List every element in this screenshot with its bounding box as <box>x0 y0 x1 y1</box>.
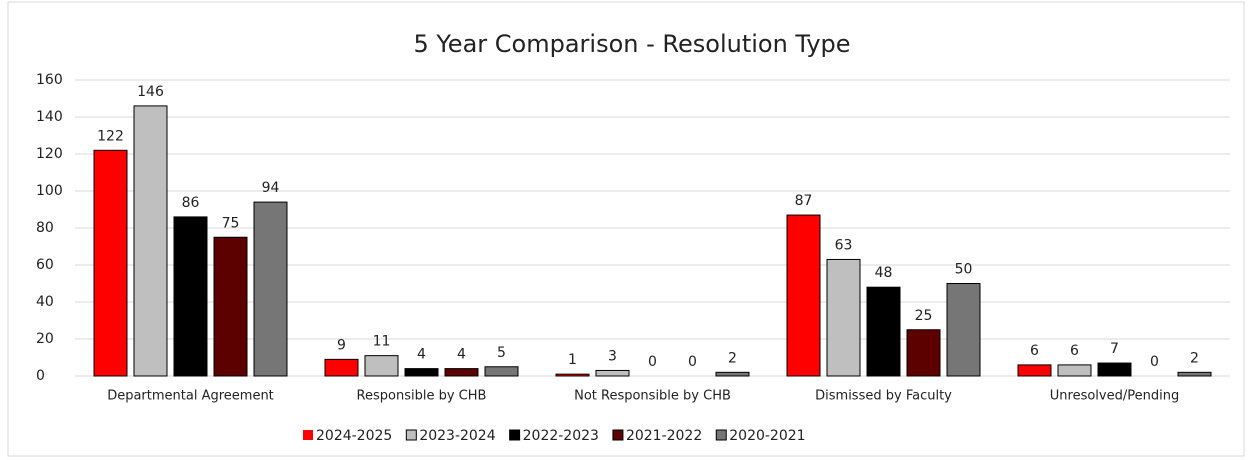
bar <box>404 368 439 377</box>
bar <box>133 105 168 377</box>
bar <box>715 371 750 377</box>
data-label: 9 <box>337 337 346 353</box>
bar <box>906 329 941 377</box>
x-tick-label: Dismissed by Faculty <box>815 389 952 404</box>
y-tick-label: 80 <box>36 220 54 236</box>
y-tick-label: 40 <box>36 294 54 310</box>
data-label: 48 <box>875 265 893 281</box>
data-label: 4 <box>457 347 466 363</box>
bar <box>173 216 208 377</box>
data-label: 4 <box>417 347 426 363</box>
legend-label: 2023-2024 <box>419 428 495 444</box>
data-label: 3 <box>608 348 617 364</box>
data-label: 122 <box>97 128 124 144</box>
data-label: 7 <box>1110 341 1119 357</box>
data-label: 1 <box>568 352 577 368</box>
y-tick-label: 20 <box>36 331 54 347</box>
legend-label: 2021-2022 <box>626 428 702 444</box>
y-tick-label: 100 <box>36 183 63 199</box>
x-tick-label: Departmental Agreement <box>107 389 274 404</box>
x-tick-label: Unresolved/Pending <box>1050 389 1179 404</box>
bar <box>364 355 399 377</box>
legend-label: 2022-2023 <box>523 428 599 444</box>
bar <box>213 236 248 377</box>
data-label: 75 <box>222 215 240 231</box>
data-label: 6 <box>1070 343 1079 359</box>
data-label: 0 <box>648 354 657 370</box>
data-label: 5 <box>497 345 506 361</box>
bar <box>1097 362 1132 377</box>
x-tick-label: Not Responsible by CHB <box>574 389 731 404</box>
data-label: 2 <box>1190 350 1199 366</box>
legend-swatch <box>612 429 624 441</box>
data-label: 11 <box>373 334 391 350</box>
y-tick-label: 120 <box>36 146 63 162</box>
bar <box>444 368 479 377</box>
bar <box>786 214 821 377</box>
bar <box>1057 364 1092 377</box>
bar <box>93 149 128 377</box>
data-label: 2 <box>728 350 737 366</box>
data-label: 86 <box>182 195 200 211</box>
legend-label: 2024-2025 <box>316 428 392 444</box>
legend-swatch <box>303 430 313 440</box>
x-tick-label: Responsible by CHB <box>357 389 487 404</box>
bar <box>1177 371 1212 377</box>
bar <box>866 286 901 377</box>
y-tick-label: 140 <box>36 109 63 125</box>
legend-swatch <box>509 429 521 441</box>
data-label: 146 <box>137 84 164 100</box>
bar <box>253 201 288 377</box>
data-label: 87 <box>795 193 813 209</box>
legend-swatch <box>405 429 417 441</box>
data-label: 94 <box>262 180 280 196</box>
y-tick-label: 0 <box>36 368 45 384</box>
chart-frame <box>7 1 1245 457</box>
bar <box>484 366 519 377</box>
y-tick-label: 60 <box>36 257 54 273</box>
bar <box>324 358 359 377</box>
legend-label: 2020-2021 <box>729 428 805 444</box>
chart-title: 5 Year Comparison - Resolution Type <box>413 30 850 58</box>
data-label: 25 <box>915 308 933 324</box>
data-label: 50 <box>955 262 973 278</box>
data-label: 63 <box>835 237 853 253</box>
bar <box>1017 364 1052 377</box>
bar <box>555 373 590 377</box>
bar <box>946 283 981 377</box>
bar <box>826 258 861 377</box>
legend-swatch <box>715 429 727 441</box>
data-label: 6 <box>1030 343 1039 359</box>
bar <box>595 369 630 377</box>
data-label: 0 <box>688 354 697 370</box>
data-label: 0 <box>1150 354 1159 370</box>
y-tick-label: 160 <box>36 72 63 88</box>
